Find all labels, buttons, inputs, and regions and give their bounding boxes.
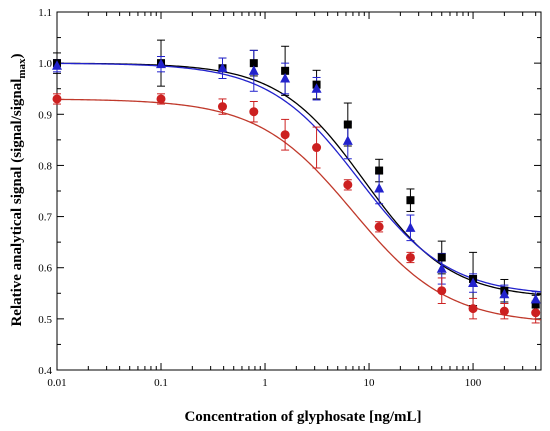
triangle-marker [468,277,479,288]
circle-marker [249,107,259,117]
plot-area [56,11,542,371]
y-axis-title-subscript: max [16,58,28,79]
x-tick-label: 0.01 [47,377,66,389]
triangle-marker [530,293,541,304]
fit-curve-2 [56,62,542,293]
y-tick-label: 0.4 [38,365,52,377]
triangle-marker [217,62,228,73]
triangle-marker [248,65,259,75]
y-tick-label: 0.7 [38,212,52,224]
fit-curve-3 [56,98,542,321]
circle-marker [499,306,509,316]
x-tick-label: 0.1 [154,377,168,389]
circle-marker [156,94,166,104]
y-tick-label: 1.1 [38,7,52,19]
y-tick-label: 0.6 [38,263,52,275]
data-points [52,58,541,318]
y-axis-title-main: Relative analytical signal (signal/signa… [9,79,25,327]
y-tick-label: 0.9 [38,109,52,121]
circle-marker [437,286,447,296]
circle-marker [343,180,353,190]
y-axis-title-tail: ) [9,53,25,58]
square-marker [343,120,352,129]
y-tick-label: 0.5 [38,314,52,326]
circle-marker [531,308,541,318]
square-marker [406,196,415,205]
circle-marker [405,252,415,262]
triangle-marker [405,222,416,232]
fit-curve-1 [56,62,542,296]
square-marker [249,59,258,68]
circle-marker [217,102,227,112]
triangle-marker [52,60,62,70]
triangle-marker [156,58,167,69]
y-tick-label: 1.0 [38,58,52,70]
x-axis-title: Concentration of glyphosate [ng/mL] [184,409,421,425]
triangle-marker [342,135,353,145]
y-axis-title: Relative analytical signal (signal/signa… [9,53,28,326]
circle-marker [468,304,478,314]
square-marker [437,253,446,262]
x-tick-label: 100 [465,377,482,389]
triangle-marker [436,263,447,273]
square-marker [531,300,540,309]
x-tick-label: 1 [262,377,268,389]
error-bars [53,39,540,324]
x-tick-label: 10 [364,377,376,389]
triangle-marker [311,83,322,93]
triangle-marker [499,288,510,299]
fit-curves [56,62,542,321]
y-tick-label: 0.8 [38,160,52,172]
y-axis: 0.4 0.5 0.6 0.7 0.8 0.9 1.0 1.1 [38,7,541,377]
triangle-marker [374,182,385,193]
circle-marker [52,94,62,104]
x-axis: 0.01 0.1 1 10 100 [47,12,537,389]
plot-frame [56,11,542,371]
circle-marker [374,222,384,232]
square-marker [375,166,384,175]
circle-marker [280,130,290,140]
triangle-marker [280,72,291,83]
circle-marker [312,143,322,153]
square-marker [281,66,290,75]
